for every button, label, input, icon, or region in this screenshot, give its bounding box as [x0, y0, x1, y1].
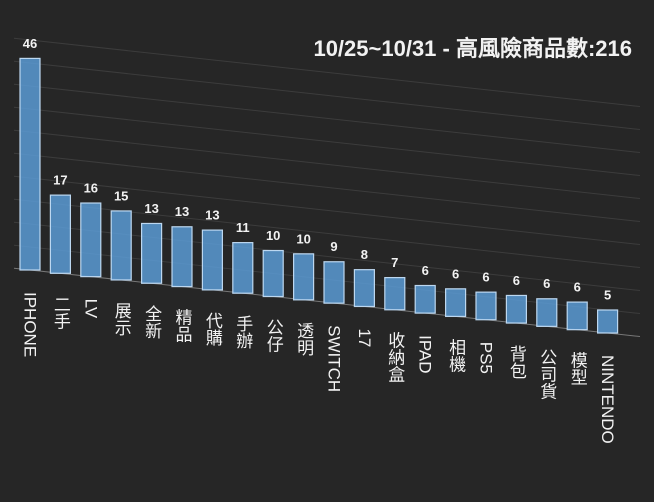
value-label: 6 [452, 266, 459, 281]
value-label: 6 [422, 263, 429, 278]
value-label: 6 [482, 270, 489, 285]
bar [353, 269, 375, 308]
bar [49, 194, 72, 274]
bar [141, 222, 163, 284]
bar [293, 253, 315, 301]
value-label: 6 [574, 280, 581, 295]
bar [475, 291, 497, 321]
bar [566, 301, 588, 331]
bar [201, 229, 223, 291]
value-label: 16 [84, 180, 98, 195]
value-label: 6 [543, 276, 550, 291]
value-label: 9 [330, 239, 337, 254]
value-label: 5 [604, 287, 611, 302]
value-label: 15 [114, 188, 128, 203]
x-tick-label: 全新 [142, 305, 162, 339]
grid-line [13, 83, 641, 154]
x-tick-label: 背包 [507, 345, 527, 379]
bar [80, 202, 102, 278]
x-tick-label: IPAD [416, 335, 435, 373]
value-label: 8 [361, 247, 368, 262]
bar [19, 57, 41, 271]
value-label: 13 [144, 201, 158, 216]
bar [536, 298, 558, 327]
value-label: 11 [236, 220, 250, 235]
x-tick-label: SWITCH [325, 325, 344, 392]
bar [596, 309, 619, 334]
x-tick-label: 公仔 [264, 319, 284, 354]
x-tick-label: 相機 [446, 338, 466, 373]
bar [414, 284, 436, 314]
grid-line [13, 106, 641, 177]
value-label: 46 [23, 36, 37, 51]
chart-title: 10/25~10/31 - 高風險商品數:216 [313, 36, 632, 61]
value-label: 10 [266, 228, 280, 243]
value-label: 7 [391, 255, 398, 270]
grid-line [13, 60, 641, 131]
bar [445, 288, 467, 318]
bar [262, 249, 284, 298]
grid-line [13, 129, 641, 200]
value-label: 6 [513, 273, 520, 288]
value-label: 17 [53, 173, 67, 188]
bar [505, 294, 527, 324]
grid-line [13, 37, 641, 108]
bar [110, 210, 132, 281]
value-label: 13 [205, 208, 219, 223]
x-tick-label: 手辦 [233, 315, 253, 349]
x-tick-label: PS5 [477, 342, 496, 374]
bar [323, 261, 345, 304]
grid-line [13, 152, 641, 223]
x-tick-label: 透明 [294, 322, 314, 357]
x-tick-label: 精品 [173, 309, 193, 343]
x-tick-label: NINTENDO [598, 355, 617, 444]
grid-line [13, 175, 641, 246]
x-tick-label: LV [81, 299, 100, 319]
grid-line [13, 198, 641, 269]
x-tick-label: IPHONE [21, 292, 40, 357]
bar [384, 276, 406, 311]
x-tick-label: 代購 [203, 312, 223, 347]
value-label: 10 [296, 231, 310, 246]
x-tick-label: 收納盒 [385, 332, 405, 383]
x-tick-label: 公司貨 [537, 348, 557, 399]
x-tick-label: 17 [355, 328, 374, 347]
x-tick-label: 模型 [568, 352, 588, 386]
x-tick-label: 二手 [51, 295, 71, 330]
bar [232, 242, 254, 294]
value-label: 13 [175, 204, 189, 219]
bar [171, 226, 193, 288]
x-tick-label: 展示 [112, 302, 132, 336]
